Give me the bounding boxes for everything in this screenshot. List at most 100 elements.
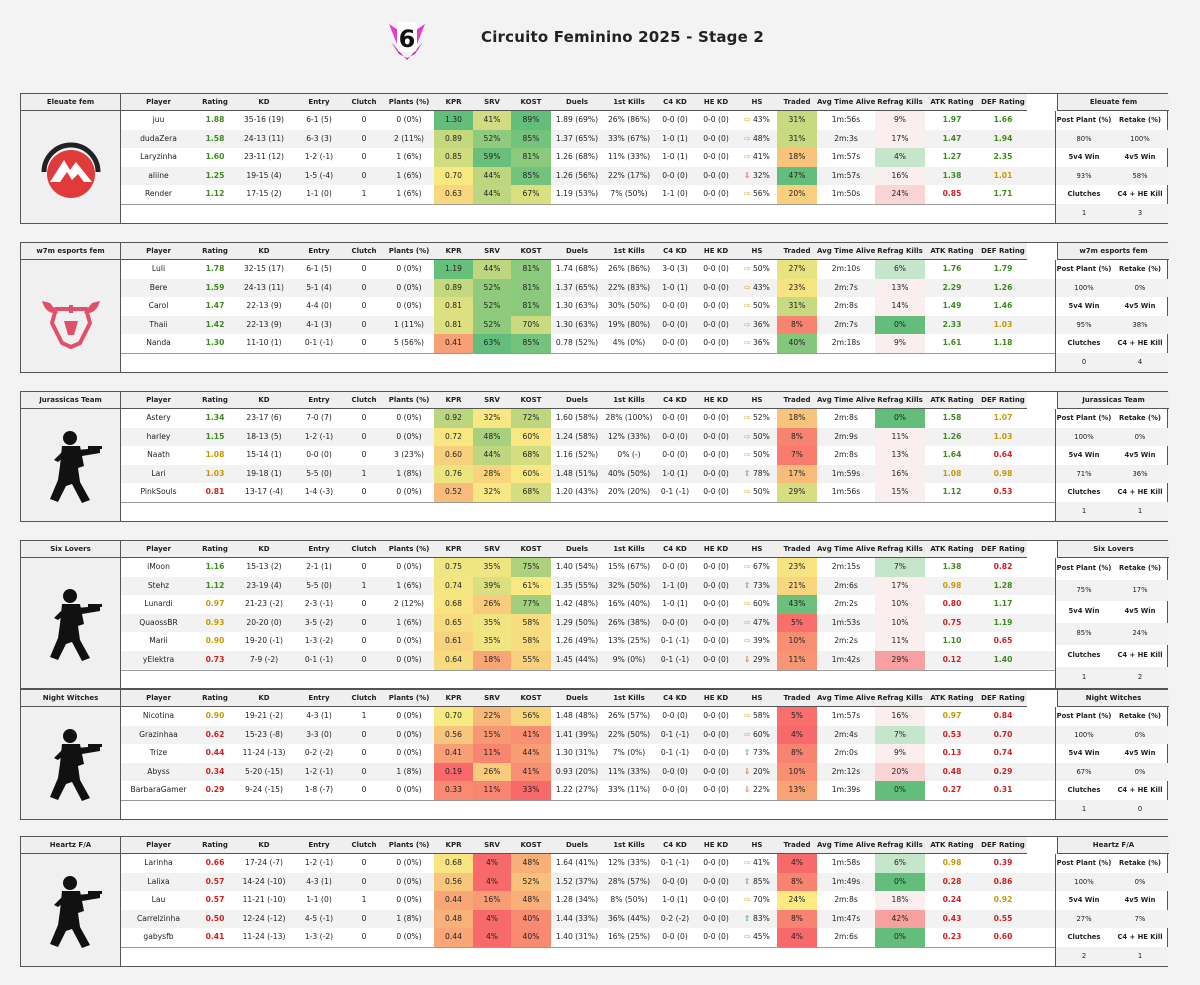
player-stat-cell: 24-13 (11): [243, 133, 285, 143]
player-stat-cell: 0.53: [993, 487, 1013, 497]
column-header: ATK Rating: [925, 94, 979, 111]
summary-label: 4v5 Win: [1124, 153, 1156, 162]
player-stat-cell: 26% (38%): [607, 617, 651, 627]
player-stat-cell: 0.65: [993, 636, 1013, 646]
player-stat-cell: 1.10: [942, 636, 962, 646]
player-stat-cell: 1.28 (34%): [555, 895, 599, 905]
column-header: ATK Rating: [925, 243, 979, 260]
column-header: Entry: [294, 94, 344, 111]
player-stat-cell: 1.47: [942, 133, 962, 143]
player-stat-cell: 23-17 (6): [246, 413, 282, 422]
row-stripe: [121, 872, 1055, 891]
player-stat-cell: ⇨ 50%: [737, 260, 777, 279]
summary-stripe: [1056, 502, 1168, 521]
player-stat-cell: 0: [361, 301, 367, 311]
column-header: KD: [234, 94, 294, 111]
player-stat-cell: 0-0 (0): [703, 711, 729, 720]
player-stat-cell: 1.37 (65%): [555, 282, 599, 292]
summary-label: 5v4 Win: [1068, 302, 1100, 311]
player-stat-cell: 1: [361, 189, 367, 199]
hs-value: 50%: [752, 450, 770, 460]
summary-value: 1: [1081, 672, 1087, 681]
summary-value: 4: [1137, 358, 1143, 366]
player-stat-cell: 0-0 (0): [662, 319, 688, 329]
player-stat-cell: 24%: [875, 185, 925, 204]
column-header: Avg Time Alive: [817, 243, 875, 260]
player-stat-cell: 0.85: [942, 189, 962, 199]
player-stat-cell: 28% (57%): [607, 876, 651, 886]
hs-value: 43%: [752, 115, 770, 124]
player-stat-cell: 35-16 (19): [243, 115, 285, 124]
player-stat-cell: 3-0 (3): [662, 264, 688, 273]
player-stat-cell: 0: [361, 932, 367, 942]
column-header: DEF Rating: [979, 243, 1027, 260]
team-table: w7m esports fem Player Rating KD Entry Clutch…: [20, 242, 1169, 373]
player-stat-cell: 0.76: [434, 464, 473, 484]
player-stat-cell: ⇨ 41%: [737, 854, 777, 873]
player-stat-cell: 52%: [473, 315, 511, 335]
column-header: KPR: [434, 392, 473, 409]
player-stat-cell: 1.44 (33%): [555, 913, 599, 923]
column-header: Rating: [196, 837, 234, 854]
player-stat-cell: 0: [361, 785, 367, 795]
column-header: Rating: [196, 94, 234, 111]
player-stat-cell: 0.31: [993, 785, 1013, 795]
player-stat-cell: 11%: [875, 632, 925, 651]
column-header: KPR: [434, 837, 473, 854]
player-stat-cell: 1.08: [942, 468, 962, 478]
player-name: Trize: [149, 748, 168, 758]
player-stat-cell: 1 (6%): [396, 152, 422, 162]
player-stat-cell: 28%: [473, 464, 511, 484]
column-header: Avg Time Alive: [817, 541, 875, 558]
hs-value: 83%: [752, 913, 770, 923]
hs-trend-right-icon: ⇨: [744, 282, 753, 292]
player-stat-cell: 11-24 (-13): [242, 932, 286, 942]
summary-stripe: [1056, 800, 1168, 819]
player-stat-cell: 16% (40%): [607, 599, 651, 609]
player-stat-cell: 2m:7s: [834, 319, 858, 329]
column-header: Entry: [294, 392, 344, 409]
player-stat-cell: 0-0 (0): [703, 189, 729, 199]
player-stat-cell: 72%: [511, 409, 551, 428]
column-header: KPR: [434, 94, 473, 111]
player-stat-cell: 4-3 (1): [306, 876, 332, 886]
hs-value: 36%: [752, 338, 770, 348]
hs-trend-up-icon: ⇧: [744, 468, 753, 478]
hs-trend-right-icon: ⇨: [744, 431, 753, 441]
player-stat-cell: 1m:56s: [831, 115, 861, 124]
player-stat-cell: 8%: [777, 872, 817, 892]
player-stat-cell: 15%: [473, 725, 511, 745]
column-header: Player: [121, 690, 196, 707]
summary-value: 2: [1137, 672, 1143, 681]
player-stat-cell: 2m:15s: [831, 562, 861, 571]
page-title: Circuito Feminino 2025 - Stage 2: [481, 28, 765, 46]
player-stat-cell: 9%: [875, 744, 925, 763]
player-stat-cell: 9%: [875, 334, 925, 353]
player-stat-cell: 19-18 (1): [246, 468, 282, 478]
player-stat-cell: 10%: [875, 595, 925, 614]
player-name: Carol: [148, 301, 169, 311]
player-stat-cell: 0.97: [942, 711, 962, 720]
player-stat-cell: 41%: [473, 111, 511, 130]
row-stripe: [121, 464, 1055, 483]
player-stat-cell: 22% (17%): [607, 170, 651, 180]
player-stat-cell: 0-1 (-1): [304, 338, 334, 348]
player-stat-cell: 0.48: [942, 766, 962, 776]
player-stat-cell: 0-0 (0): [662, 766, 688, 776]
player-name: Nanda: [146, 338, 171, 348]
player-stat-cell: 0-0 (0): [662, 431, 688, 441]
column-header: Duels: [551, 243, 603, 260]
player-name: harley: [146, 431, 171, 441]
summary-stripe: [1056, 762, 1168, 782]
player-stat-cell: 7%: [777, 446, 817, 465]
player-stat-cell: 16%: [875, 166, 925, 186]
column-header: Duels: [551, 690, 603, 707]
player-stat-cell: 1.03: [993, 319, 1013, 329]
player-stat-cell: 52%: [511, 872, 551, 892]
player-stat-cell: 5-20 (-15): [245, 766, 283, 776]
player-stat-cell: 44%: [511, 744, 551, 763]
player-stat-cell: 2.33: [942, 319, 962, 329]
player-stat-cell: 16%: [875, 464, 925, 484]
hs-trend-right-icon: ⇨: [744, 895, 753, 905]
player-stat-cell: ⇧ 73%: [737, 577, 777, 596]
